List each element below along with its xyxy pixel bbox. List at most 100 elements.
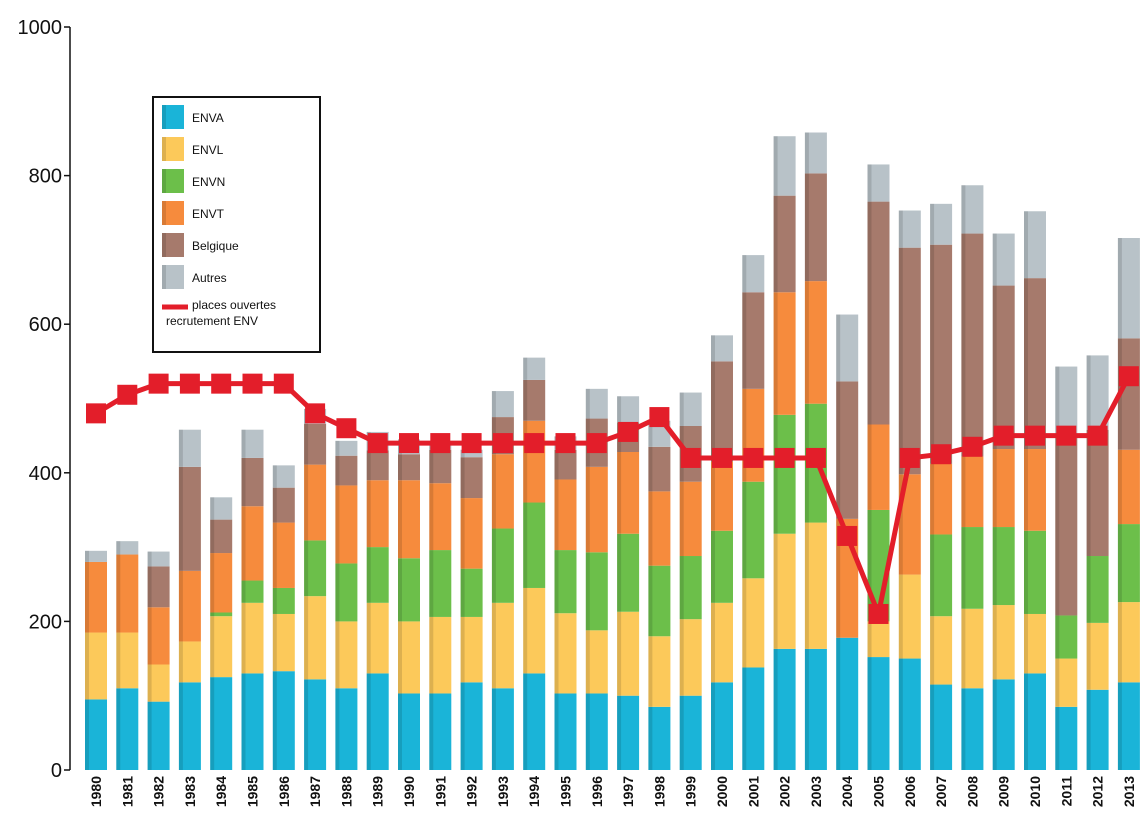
bar-segment-enva-2005 xyxy=(867,657,890,770)
bar-segment-shade xyxy=(272,587,277,614)
bar-segment-shade xyxy=(1086,355,1091,430)
bar-segment-shade xyxy=(773,292,778,415)
bar-segment-enva-2011 xyxy=(1055,706,1078,770)
bar-segment-autres-1986 xyxy=(272,465,295,488)
bar-segment-shade xyxy=(1055,615,1060,659)
bar-segment-belgique-1992 xyxy=(460,457,483,499)
bar-segment-shade xyxy=(867,201,872,425)
bar-segment-envt-1986 xyxy=(272,522,295,588)
bar-segment-shade xyxy=(961,233,966,457)
bar-segment-enva-1984 xyxy=(210,677,233,770)
bar-segment-autres-1993 xyxy=(491,391,514,418)
bar-segment-shade xyxy=(178,682,183,770)
bar-segment-envn-1985 xyxy=(241,580,264,603)
bar-segment-envn-2013 xyxy=(1117,524,1140,603)
line-marker-1990 xyxy=(399,433,419,454)
bar-segment-autres-1992 xyxy=(460,449,483,458)
bar-segment-shade xyxy=(1024,530,1028,614)
bar-segment-shade xyxy=(773,648,778,770)
bar-segment-enva-1983 xyxy=(178,682,201,770)
bar-segment-envt-1982 xyxy=(147,607,170,665)
x-tick-label: 1983 xyxy=(182,776,198,807)
bar-segment-belgique-2003 xyxy=(804,173,827,282)
x-tick-label: 2004 xyxy=(839,776,855,807)
bar-segment-belgique-1995 xyxy=(554,449,577,480)
bar-segment-shade xyxy=(930,534,935,617)
bar-segment-envn-1996 xyxy=(585,552,608,631)
legend-label-envn: ENVN xyxy=(192,175,225,189)
bar-segment-enva-2008 xyxy=(961,688,984,770)
bar-segment-enva-2007 xyxy=(930,684,953,770)
bar-segment-enva-1989 xyxy=(366,673,389,770)
bar-segment-shade xyxy=(867,164,872,202)
legend-label-envl: ENVL xyxy=(192,143,224,157)
bar-segment-envt-2010 xyxy=(1024,449,1046,531)
bar-segment-shade xyxy=(335,440,340,456)
bar-segment-shade xyxy=(1055,366,1060,438)
bar-segment-shade xyxy=(523,357,528,380)
bar-segment-shade xyxy=(460,498,465,569)
line-marker-2010 xyxy=(1025,425,1045,446)
bar-segment-enva-2009 xyxy=(992,679,1015,770)
bar-segment-shade xyxy=(523,587,528,674)
bar-segment-shade xyxy=(930,684,935,770)
bar-segment-shade xyxy=(1117,602,1122,683)
line-marker-2009 xyxy=(993,425,1014,446)
bar-segment-envn-2008 xyxy=(961,527,984,609)
bar-segment-shade xyxy=(491,528,496,603)
bar-segment-envt-2007 xyxy=(930,463,953,535)
bar-segment-shade xyxy=(398,558,402,622)
bar-segment-shade xyxy=(898,658,903,770)
bar-segment-shade xyxy=(178,641,183,683)
bar-segment-shade xyxy=(1055,706,1060,770)
bar-segment-shade xyxy=(429,693,434,770)
bar-segment-enva-1992 xyxy=(460,682,483,770)
x-tick-label: 2000 xyxy=(714,776,730,807)
bar-segment-shade xyxy=(930,203,935,245)
bar-segment-shade xyxy=(961,185,966,234)
bar-segment-shade xyxy=(554,693,559,770)
bar-segment-envt-2003 xyxy=(804,281,827,404)
bar-segment-shade xyxy=(523,673,528,770)
line-marker-2012 xyxy=(1087,425,1108,446)
bar-segment-shade xyxy=(210,497,215,520)
legend-swatch-shade xyxy=(162,201,166,225)
bar-segment-shade xyxy=(1117,682,1122,770)
bar-segment-shade xyxy=(773,136,778,196)
bar-segment-envn-2001 xyxy=(742,481,765,579)
bar-segment-shade xyxy=(585,630,590,694)
bar-segment-shade xyxy=(617,396,622,423)
line-marker-1996 xyxy=(586,433,607,454)
bar-segment-envt-1990 xyxy=(398,480,420,559)
line-series-group xyxy=(86,366,1139,624)
bar-segment-belgique-1991 xyxy=(429,449,452,484)
line-marker-1981 xyxy=(117,384,138,405)
line-marker-1998 xyxy=(649,407,670,428)
bar-segment-shade xyxy=(429,616,434,694)
line-marker-1982 xyxy=(148,373,169,394)
bar-segment-shade xyxy=(585,552,590,631)
bar-segment-shade xyxy=(898,247,903,475)
y-axis: 0 200 400 600 800 1000 xyxy=(18,17,71,782)
bar-segment-shade xyxy=(210,612,215,617)
bar-segment-envl-1987 xyxy=(304,596,327,680)
bar-segment-shade xyxy=(147,551,152,567)
bar-segment-shade xyxy=(241,673,246,770)
bar-segment-shade xyxy=(554,550,559,614)
bar-segment-shade xyxy=(335,621,340,689)
bar-segment-shade xyxy=(460,616,465,683)
x-tick-label: 2005 xyxy=(871,776,887,807)
bar-segment-belgique-2011 xyxy=(1055,437,1078,616)
legend-line-label-2: recrutement ENV xyxy=(166,314,258,328)
bar-segment-belgique-2000 xyxy=(711,361,733,462)
bar-segment-enva-2001 xyxy=(742,667,765,770)
bar-segment-shade xyxy=(648,565,653,637)
bar-segment-shade xyxy=(241,602,246,674)
line-marker-2000 xyxy=(712,447,732,468)
bar-segment-envt-2013 xyxy=(1117,449,1140,525)
x-tick-label: 1991 xyxy=(432,776,448,807)
bar-segment-autres-1997 xyxy=(617,396,640,423)
bar-segment-enva-1997 xyxy=(617,695,640,770)
bar-segment-belgique-1994 xyxy=(523,379,546,421)
bar-segment-envt-1985 xyxy=(241,506,264,581)
